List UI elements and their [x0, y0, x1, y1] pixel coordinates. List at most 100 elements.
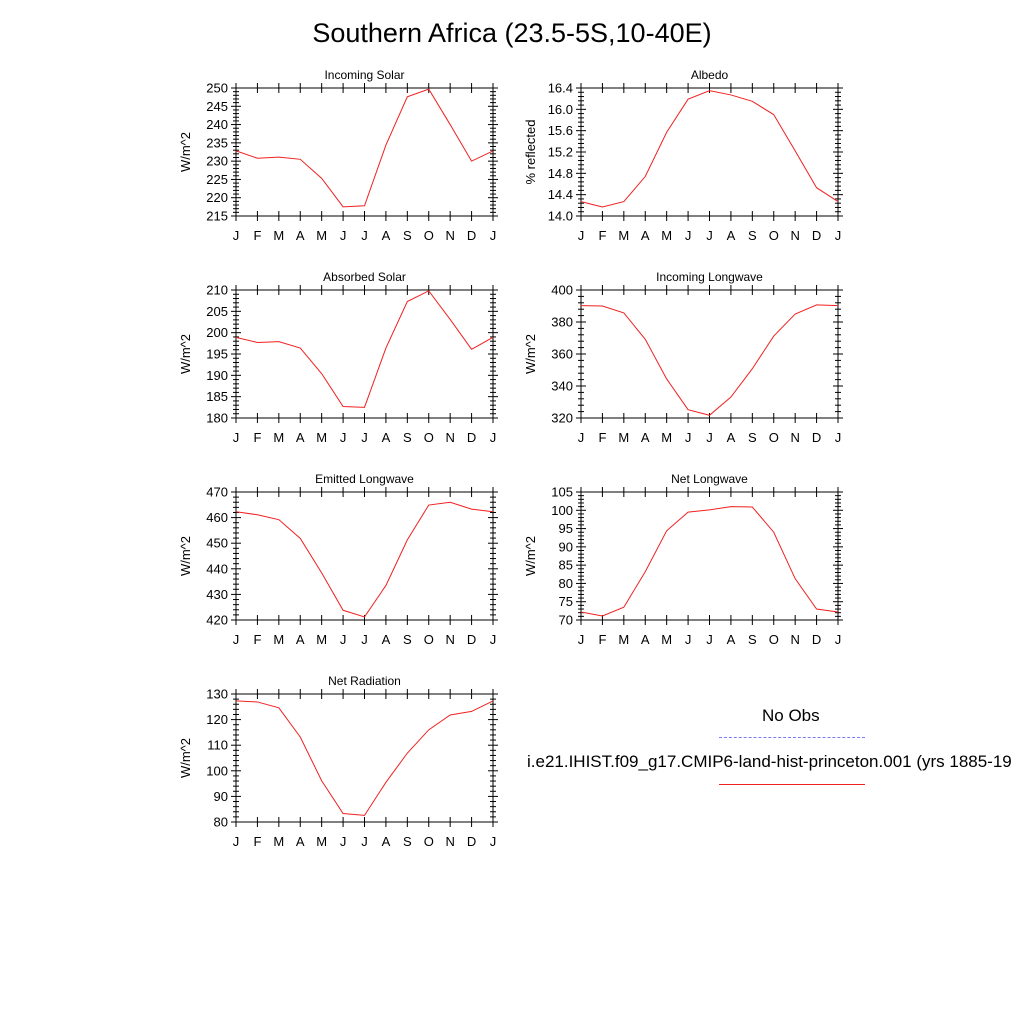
chart-incoming-solar: Incoming Solar W/m^2 215 220 225 230 235 240 245…	[178, 68, 498, 243]
x-tick-label: J	[706, 430, 713, 445]
y-tick-label: 14.4	[548, 187, 573, 202]
data-point	[773, 114, 774, 115]
x-tick-label: M	[661, 228, 672, 243]
y-tick-label: 70	[559, 613, 573, 628]
data-point	[257, 342, 258, 343]
y-tick-label: 90	[214, 789, 228, 804]
x-tick-label: N	[790, 228, 799, 243]
y-tick-label: 450	[206, 536, 228, 551]
data-point	[450, 502, 451, 503]
data-point	[235, 337, 236, 338]
y-tick-label: 220	[206, 190, 228, 205]
y-tick-label: 185	[206, 389, 228, 404]
y-tick-label: 380	[551, 315, 573, 330]
x-tick-label: J	[233, 834, 240, 849]
data-point	[709, 90, 710, 91]
data-point	[321, 373, 322, 374]
plot-frame	[235, 289, 494, 419]
data-point	[730, 396, 731, 397]
x-tick-label: F	[598, 632, 606, 647]
data-point	[645, 176, 646, 177]
x-tick-label: M	[618, 632, 629, 647]
x-tick-label: J	[361, 834, 368, 849]
data-point	[471, 161, 472, 162]
x-tick-label: A	[727, 632, 736, 647]
x-tick-label: J	[233, 228, 240, 243]
data-point	[645, 571, 646, 572]
data-point	[342, 206, 343, 207]
data-point	[730, 506, 731, 507]
y-tick-label: 15.6	[548, 123, 573, 138]
x-tick-label: A	[382, 632, 391, 647]
x-tick-label: J	[490, 228, 497, 243]
data-point	[278, 157, 279, 158]
data-point	[407, 753, 408, 754]
data-point	[773, 532, 774, 533]
x-tick-label: F	[598, 228, 606, 243]
data-point	[709, 415, 710, 416]
x-tick-label: F	[253, 632, 261, 647]
chart-title: Incoming Longwave	[656, 270, 763, 284]
y-tick-label: 240	[206, 117, 228, 132]
data-point	[450, 124, 451, 125]
x-tick-label: J	[233, 430, 240, 445]
y-tick-label: 205	[206, 304, 228, 319]
data-point	[364, 616, 365, 617]
x-tick-label: J	[685, 228, 692, 243]
data-point	[687, 512, 688, 513]
data-point	[235, 150, 236, 151]
data-point	[257, 158, 258, 159]
data-point	[666, 530, 667, 531]
data-point	[385, 347, 386, 348]
y-tick-label: 80	[559, 576, 573, 591]
x-tick-label: A	[641, 430, 650, 445]
data-point	[364, 815, 365, 816]
data-point	[235, 700, 236, 701]
data-point	[816, 187, 817, 188]
x-tick-label: J	[340, 632, 347, 647]
x-tick-label: A	[727, 228, 736, 243]
data-point	[407, 301, 408, 302]
data-point	[342, 406, 343, 407]
x-tick-label: M	[273, 834, 284, 849]
x-tick-label: J	[340, 228, 347, 243]
y-tick-label: 90	[559, 539, 573, 554]
x-tick-label: J	[361, 632, 368, 647]
y-tick-label: 180	[206, 411, 228, 426]
x-tick-label: A	[382, 430, 391, 445]
x-tick-label: J	[835, 228, 842, 243]
x-tick-label: J	[835, 430, 842, 445]
data-point	[752, 506, 753, 507]
data-point	[687, 409, 688, 410]
x-tick-label: M	[618, 430, 629, 445]
x-tick-label: N	[790, 632, 799, 647]
x-tick-label: J	[361, 430, 368, 445]
x-tick-label: S	[403, 632, 412, 647]
y-axis-label: % reflected	[523, 119, 538, 184]
x-tick-label: M	[273, 632, 284, 647]
plot-frame	[235, 87, 494, 217]
data-point	[623, 312, 624, 313]
x-tick-label: N	[445, 430, 454, 445]
data-point	[816, 304, 817, 305]
x-tick-label: A	[382, 228, 391, 243]
y-tick-label: 100	[206, 763, 228, 778]
y-tick-label: 225	[206, 172, 228, 187]
x-tick-label: O	[769, 228, 779, 243]
x-tick-label: M	[316, 632, 327, 647]
data-point	[342, 813, 343, 814]
x-tick-label: J	[578, 632, 585, 647]
data-point	[321, 572, 322, 573]
x-tick-label: D	[812, 228, 821, 243]
x-tick-label: J	[706, 632, 713, 647]
y-tick-label: 215	[206, 209, 228, 224]
series-line	[580, 304, 839, 416]
data-point	[602, 305, 603, 306]
data-point	[278, 341, 279, 342]
chart-emitted-longwave: Emitted Longwave W/m^2 420 430 440 450 460 470 J…	[178, 472, 498, 647]
y-tick-label: 430	[206, 587, 228, 602]
y-tick-label: 200	[206, 325, 228, 340]
x-tick-label: A	[382, 834, 391, 849]
data-point	[709, 509, 710, 510]
